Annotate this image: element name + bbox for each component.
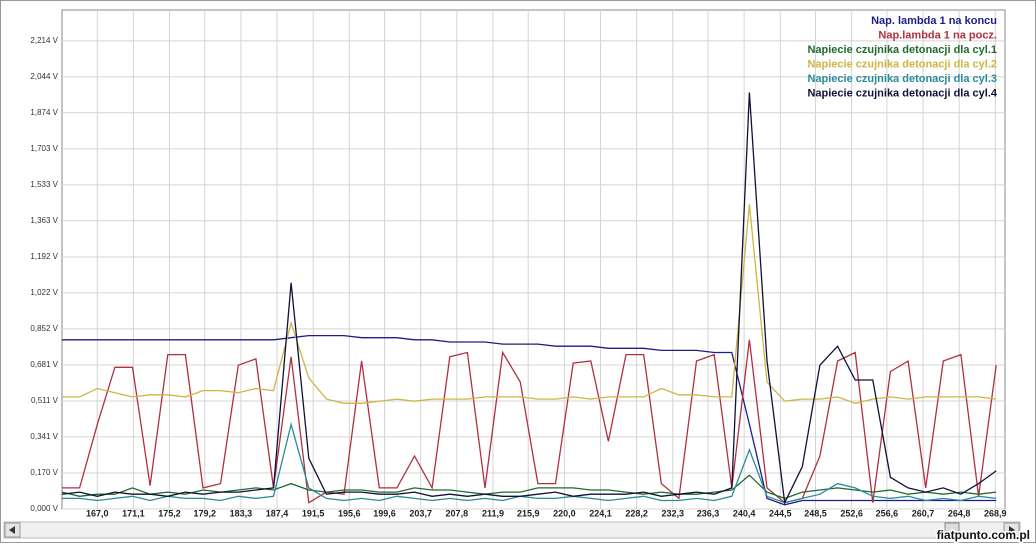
x-tick-label: 179,2 [194, 508, 217, 518]
x-tick-label: 260,7 [912, 508, 935, 518]
plot-area: 0,000 V 0,170 V 0,341 V 0,511 V 0,681 V 0,852… [30, 9, 1007, 518]
x-tick-label: 224,1 [589, 508, 612, 518]
scroll-track [3, 521, 1021, 539]
legend-entry: Napiecie czujnika detonacji dla cyl.4 [807, 87, 997, 99]
x-tick-label: 203,7 [409, 508, 432, 518]
series-line [62, 421, 997, 504]
plot-background [61, 9, 1006, 510]
x-tick-label: 228,2 [625, 508, 648, 518]
x-tick-label: 220,0 [553, 508, 576, 518]
arrow-left-icon [9, 526, 15, 534]
x-tick-label: 191,5 [302, 508, 325, 518]
y-tick-label: 0,852 V [30, 324, 58, 333]
legend-entry: Nap. lambda 1 na koncu [871, 15, 997, 27]
x-tick-label: 207,8 [446, 508, 469, 518]
series-line [62, 339, 997, 504]
x-tick-label: 215,9 [517, 508, 540, 518]
x-tick-label: 252,6 [840, 508, 863, 518]
x-tick-label: 264,8 [948, 508, 971, 518]
x-tick-label: 175,2 [158, 508, 181, 518]
y-tick-label: 0,511 V [31, 396, 59, 405]
x-tick-label: 199,6 [373, 508, 396, 518]
x-tick-label: 240,4 [733, 508, 756, 518]
x-tick-label: 195,6 [338, 508, 361, 518]
scroll-thumb[interactable] [944, 522, 960, 538]
x-tick-label: 167,0 [86, 508, 109, 518]
y-tick-label: 2,214 V [30, 36, 58, 45]
legend-entry: Napiecie czujnika detonacji dla cyl.1 [807, 44, 997, 56]
watermark: fiatpunto.com.pl [937, 528, 1030, 542]
x-tick-label: 211,9 [482, 508, 504, 518]
y-tick-label: 0,681 V [30, 360, 58, 369]
y-tick-label: 1,192 V [30, 252, 58, 261]
y-tick-label: 1,533 V [30, 180, 58, 189]
x-tick-label: 256,6 [876, 508, 899, 518]
x-tick-label: 248,5 [804, 508, 827, 518]
series-line [62, 204, 997, 404]
y-tick-label: 0,341 V [30, 432, 58, 441]
legend-entry: Nap.lambda 1 na pocz. [878, 29, 997, 41]
y-tick-label: 1,874 V [30, 108, 58, 117]
y-tick-label: 1,363 V [30, 216, 58, 225]
series-line [61, 474, 997, 500]
x-tick-label: 268,9 [984, 508, 1007, 518]
arrow-right-icon [1009, 526, 1015, 534]
y-tick-label: 0,000 V [30, 504, 58, 513]
y-tick-label: 1,703 V [30, 144, 58, 153]
y-tick-label: 1,022 V [30, 288, 58, 297]
x-tick-label: 236,3 [697, 508, 720, 518]
x-tick-label: 171,1 [122, 508, 145, 518]
legend-entry: Napiecie czujnika detonacji dla cyl.3 [807, 73, 997, 85]
series-line [62, 334, 997, 506]
x-tick-label: 232,3 [661, 508, 684, 518]
series-line [61, 92, 997, 505]
x-tick-label: 183,3 [230, 508, 253, 518]
x-tick-label: 187,4 [266, 508, 289, 518]
x-tick-label: 244,5 [769, 508, 792, 518]
y-tick-label: 0,170 V [30, 468, 58, 477]
scrollbar[interactable] [3, 521, 1021, 539]
y-tick-label: 2,044 V [30, 72, 58, 81]
legend-entry: Napiecie czujnika detonacji dla cyl.2 [807, 58, 997, 70]
